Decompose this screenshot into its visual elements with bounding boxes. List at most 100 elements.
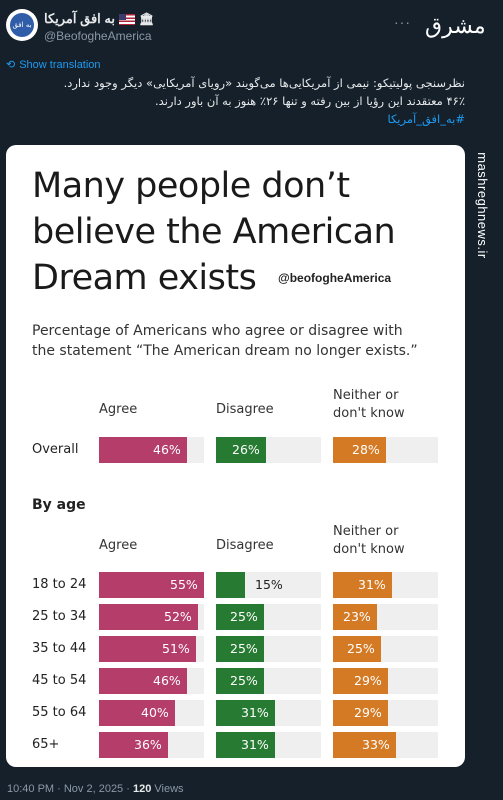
tweet-line-2: ۴۶٪ معتقدند این رؤیا از بین رفته و تنها … — [155, 94, 465, 108]
view-count: 120 — [132, 783, 152, 795]
col-header-neither-line: Neither or — [333, 388, 399, 403]
more-options-icon[interactable]: ··· — [394, 14, 411, 30]
col-header-neither-line: don't know — [333, 542, 405, 557]
row-label: 65+ — [32, 737, 60, 752]
bar-value-label: 31% — [241, 737, 269, 752]
col-header-neither-line: don't know — [333, 406, 405, 421]
section-by-age: By age — [32, 497, 86, 513]
col-header-disagree: Disagree — [216, 538, 274, 553]
col-header-neither: Neither or don't know — [333, 387, 405, 423]
col-header-agree: Agree — [99, 402, 138, 417]
bar-agree — [99, 437, 187, 463]
bar-value-label: 31% — [241, 705, 269, 720]
bar-value-label: 33% — [362, 737, 390, 752]
translate-icon: ⟲ — [6, 59, 16, 71]
show-translation-link[interactable]: ⟲ Show translation — [6, 58, 101, 72]
bar-track: 40% — [99, 700, 204, 726]
row-label: 25 to 34 — [32, 609, 87, 624]
bar-track: 25% — [216, 636, 321, 662]
row-label: 55 to 64 — [32, 705, 87, 720]
bar-neither — [333, 668, 388, 694]
bar-disagree — [216, 636, 264, 662]
bar-track: 15% — [216, 572, 321, 598]
bar-value-label: 36% — [134, 737, 162, 752]
bar-value-label: 15% — [255, 577, 283, 592]
infographic-image[interactable]: Many people don’t believe the American D… — [6, 145, 465, 767]
bar-agree — [99, 604, 198, 630]
bar-value-label: 29% — [354, 705, 382, 720]
bar-value-label: 29% — [354, 673, 382, 688]
bar-agree — [99, 572, 204, 598]
bar-value-label: 40% — [141, 705, 169, 720]
tweet-timestamp[interactable]: 10:40 PM · Nov 2, 2025 · — [7, 783, 133, 795]
row-label: 45 to 54 — [32, 673, 87, 688]
bar-value-label: 28% — [352, 442, 380, 457]
watermark-text: mashreghnews.ir — [475, 151, 490, 259]
bar-disagree — [216, 604, 264, 630]
views-label: Views — [151, 783, 184, 795]
bar-track: 29% — [333, 668, 438, 694]
tweet-line-1: نظرسنجی پولیتیکو: نیمی از آمریکایی‌ها می… — [63, 76, 465, 90]
col-header-neither: Neither or don't know — [333, 523, 405, 559]
bar-neither — [333, 437, 386, 463]
bar-value-label: 25% — [347, 641, 375, 656]
bar-track: 25% — [216, 668, 321, 694]
bar-track: 36% — [99, 732, 204, 758]
show-translation-label: Show translation — [19, 58, 101, 71]
bar-disagree — [216, 700, 275, 726]
subtitle-line: the statement “The American dream no lon… — [32, 343, 418, 359]
bar-track: 29% — [333, 700, 438, 726]
bar-value-label: 26% — [232, 442, 260, 457]
mashregh-logo: مشرق — [425, 14, 486, 39]
title-line: Dream exists — [32, 258, 257, 298]
bar-agree — [99, 732, 168, 758]
bar-track: 51% — [99, 636, 204, 662]
account-handle[interactable]: @BeofogheAmerica — [44, 29, 152, 43]
us-flag-icon — [119, 13, 135, 25]
bar-neither — [333, 700, 388, 726]
title-line: believe the American — [32, 212, 396, 252]
bar-neither — [333, 572, 392, 598]
bar-track: 33% — [333, 732, 438, 758]
bar-track: 52% — [99, 604, 204, 630]
bar-value-label: 52% — [164, 609, 192, 624]
row-label: Overall — [32, 442, 79, 457]
row-label: 18 to 24 — [32, 577, 87, 592]
tweet-hashtag[interactable]: #به_افق_آمریکا — [387, 112, 465, 126]
account-name[interactable]: به افق آمریکا 🏛 — [44, 11, 154, 27]
bar-neither — [333, 604, 377, 630]
bar-value-label: 23% — [343, 609, 371, 624]
tweet-text: نظرسنجی پولیتیکو: نیمی از آمریکایی‌ها می… — [14, 74, 465, 128]
chart-subtitle: Percentage of Americans who agree or dis… — [32, 321, 418, 361]
account-avatar[interactable]: به افق — [6, 9, 38, 41]
col-header-agree: Agree — [99, 538, 138, 553]
bar-disagree — [216, 732, 275, 758]
bar-neither — [333, 732, 396, 758]
avatar-logo: به افق — [10, 13, 34, 37]
bar-track: 23% — [333, 604, 438, 630]
chart-title: Many people don’t believe the American D… — [32, 163, 396, 301]
bar-value-label: 31% — [358, 577, 386, 592]
bar-track: 46% — [99, 668, 204, 694]
bar-track: 28% — [333, 437, 438, 463]
institution-icon: 🏛 — [139, 12, 155, 26]
bar-track: 25% — [333, 636, 438, 662]
bar-track: 25% — [216, 604, 321, 630]
bar-neither — [333, 636, 381, 662]
side-watermark: mashreghnews.ir — [465, 50, 500, 360]
bar-agree — [99, 636, 196, 662]
bar-value-label: 46% — [153, 673, 181, 688]
bar-value-label: 25% — [230, 673, 258, 688]
bar-track: 46% — [99, 437, 204, 463]
bar-track: 26% — [216, 437, 321, 463]
row-label: 35 to 44 — [32, 641, 87, 656]
bar-value-label: 55% — [170, 577, 198, 592]
col-header-disagree: Disagree — [216, 402, 274, 417]
image-handle-watermark: @beofogheAmerica — [278, 271, 392, 285]
subtitle-line: Percentage of Americans who agree or dis… — [32, 323, 403, 339]
title-line: Many people don’t — [32, 166, 350, 206]
bar-track: 31% — [216, 700, 321, 726]
bar-track: 31% — [216, 732, 321, 758]
bar-value-label: 25% — [230, 641, 258, 656]
bar-agree — [99, 700, 175, 726]
